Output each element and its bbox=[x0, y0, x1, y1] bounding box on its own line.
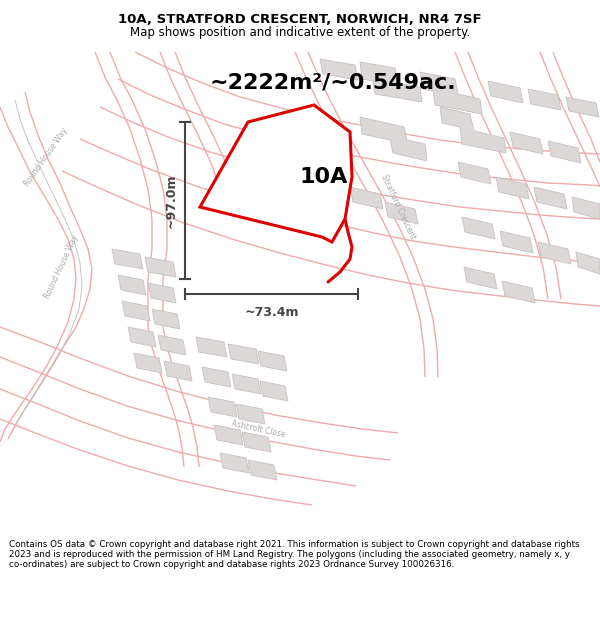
Polygon shape bbox=[236, 404, 265, 424]
Text: 10A: 10A bbox=[300, 167, 349, 187]
Polygon shape bbox=[232, 374, 261, 394]
Polygon shape bbox=[158, 335, 186, 355]
Polygon shape bbox=[148, 283, 176, 303]
Text: ~2222m²/~0.549ac.: ~2222m²/~0.549ac. bbox=[210, 72, 457, 92]
Polygon shape bbox=[260, 381, 288, 401]
Polygon shape bbox=[228, 344, 259, 364]
Polygon shape bbox=[360, 62, 422, 102]
Text: ~73.4m: ~73.4m bbox=[244, 306, 299, 319]
Polygon shape bbox=[320, 59, 358, 80]
Polygon shape bbox=[496, 177, 529, 199]
Polygon shape bbox=[572, 197, 600, 219]
Polygon shape bbox=[462, 217, 495, 239]
Polygon shape bbox=[196, 337, 227, 357]
Text: ~97.0m: ~97.0m bbox=[164, 173, 178, 228]
Polygon shape bbox=[464, 267, 497, 289]
Polygon shape bbox=[440, 107, 506, 153]
Polygon shape bbox=[248, 460, 277, 480]
Polygon shape bbox=[528, 89, 561, 110]
Polygon shape bbox=[488, 81, 523, 103]
Text: Contains OS data © Crown copyright and database right 2021. This information is : Contains OS data © Crown copyright and d… bbox=[9, 539, 580, 569]
Polygon shape bbox=[548, 141, 581, 163]
Polygon shape bbox=[214, 425, 243, 445]
Polygon shape bbox=[122, 301, 150, 321]
Polygon shape bbox=[208, 397, 237, 417]
Polygon shape bbox=[242, 432, 271, 452]
Polygon shape bbox=[576, 252, 600, 274]
Polygon shape bbox=[202, 367, 231, 387]
Polygon shape bbox=[458, 162, 491, 184]
Polygon shape bbox=[420, 72, 482, 114]
Polygon shape bbox=[510, 132, 543, 154]
Polygon shape bbox=[566, 97, 599, 117]
Polygon shape bbox=[534, 187, 567, 209]
Polygon shape bbox=[118, 275, 146, 295]
Polygon shape bbox=[500, 231, 533, 253]
Polygon shape bbox=[164, 361, 192, 381]
Polygon shape bbox=[145, 257, 176, 277]
Text: Round House Way: Round House Way bbox=[43, 234, 80, 300]
Polygon shape bbox=[385, 202, 418, 224]
Polygon shape bbox=[258, 351, 287, 371]
Text: Ashcroft Close: Ashcroft Close bbox=[230, 419, 286, 439]
Text: Stratford Crescent: Stratford Crescent bbox=[379, 173, 417, 241]
Polygon shape bbox=[128, 327, 156, 347]
Polygon shape bbox=[152, 309, 180, 329]
Polygon shape bbox=[360, 117, 427, 161]
Polygon shape bbox=[134, 353, 162, 373]
Polygon shape bbox=[220, 453, 249, 473]
Text: 10A, STRATFORD CRESCENT, NORWICH, NR4 7SF: 10A, STRATFORD CRESCENT, NORWICH, NR4 7S… bbox=[118, 13, 482, 26]
Text: Round House Way: Round House Way bbox=[22, 126, 70, 188]
Polygon shape bbox=[350, 187, 383, 209]
Text: Map shows position and indicative extent of the property.: Map shows position and indicative extent… bbox=[130, 26, 470, 39]
Polygon shape bbox=[112, 249, 143, 269]
Polygon shape bbox=[200, 105, 352, 242]
Polygon shape bbox=[538, 242, 571, 264]
Polygon shape bbox=[502, 281, 535, 303]
